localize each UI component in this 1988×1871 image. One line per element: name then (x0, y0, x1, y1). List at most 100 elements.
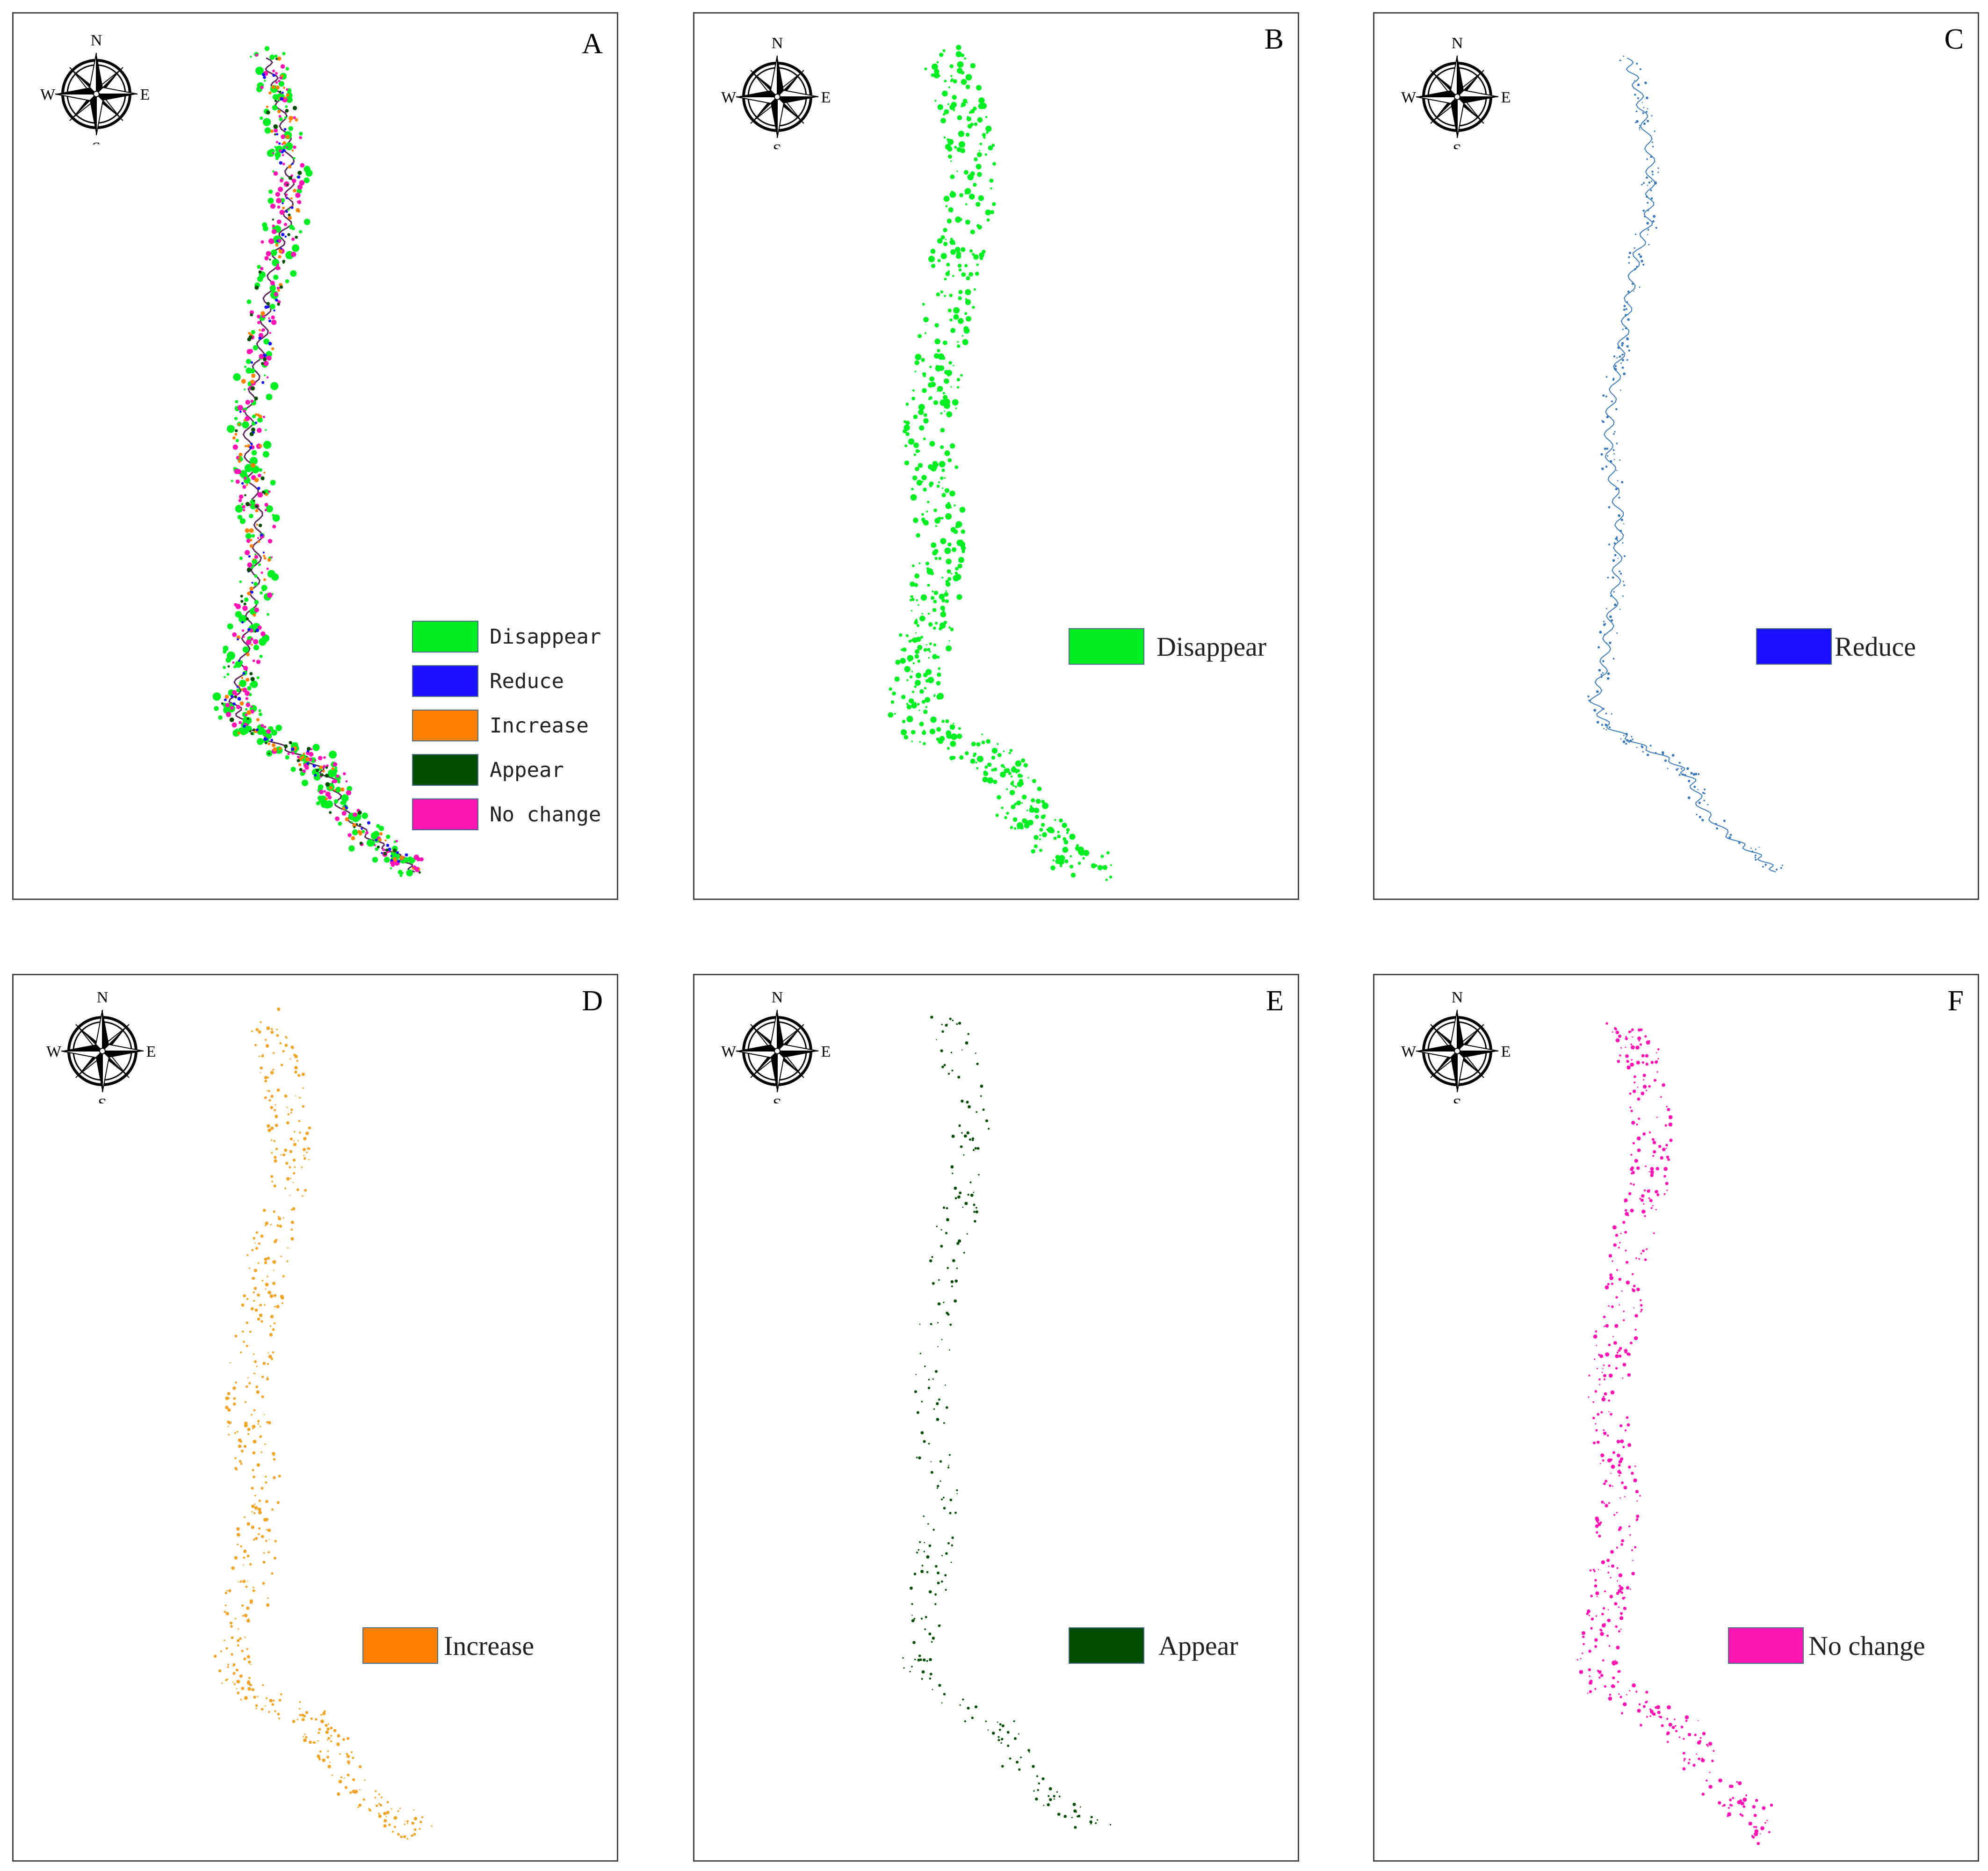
map-patch (240, 600, 244, 603)
map-patch (1612, 1031, 1613, 1033)
map-patch (301, 1166, 303, 1168)
map-patch (936, 365, 938, 367)
map-patch (911, 740, 913, 742)
map-patch (271, 1572, 274, 1575)
map-patch (1082, 857, 1085, 860)
map-patch (1642, 1132, 1646, 1136)
compass-s: S (92, 139, 101, 145)
map-patch (1603, 623, 1606, 626)
map-patch (246, 1298, 249, 1300)
map-patch (1001, 1724, 1005, 1727)
map-patch (937, 1571, 940, 1574)
map-patch (921, 1678, 923, 1680)
map-patch (943, 621, 947, 624)
map-patch (275, 192, 280, 197)
map-patch (295, 235, 298, 239)
map-patch (1736, 1781, 1738, 1783)
map-patch (253, 645, 260, 651)
map-patch (287, 753, 290, 755)
map-patch (333, 1729, 337, 1733)
map-patch (237, 515, 243, 520)
map-patch (251, 1249, 254, 1251)
map-patch (1013, 1737, 1017, 1740)
map-patch (279, 285, 283, 289)
map-patch (1650, 1060, 1654, 1064)
map-patch (293, 1053, 296, 1057)
map-patch (238, 1581, 239, 1583)
map-patch (930, 1471, 933, 1474)
map-patch (1642, 1249, 1645, 1253)
map-patch (255, 1028, 259, 1031)
map-patch (1639, 127, 1641, 129)
map-patch (397, 860, 400, 863)
map-patch (1647, 202, 1649, 204)
panel-letter: E (1266, 985, 1284, 1017)
map-patch (285, 1037, 288, 1039)
map-patch (224, 1639, 225, 1641)
map-patch (1623, 555, 1626, 558)
map-patch (1076, 844, 1079, 847)
map-patch (231, 1566, 235, 1570)
map-patch (1637, 1036, 1641, 1040)
map-patch (965, 203, 968, 206)
map-patch (244, 464, 253, 472)
map-patch (396, 851, 399, 854)
legend-item-reduce: Reduce (412, 665, 564, 697)
map-patch (946, 1207, 948, 1210)
map-patch (245, 399, 250, 405)
map-patch (1642, 1073, 1646, 1077)
map-patch (1620, 1457, 1624, 1461)
map-patch (932, 1637, 935, 1640)
map-patch (1056, 1791, 1058, 1793)
map-patch (335, 787, 341, 793)
map-patch (286, 93, 289, 97)
map-patch (299, 1701, 301, 1703)
map-patch (956, 1267, 958, 1269)
map-patch (303, 1157, 306, 1160)
map-patch (257, 417, 263, 423)
map-patch (1581, 1631, 1586, 1635)
compass-rose-icon: N S W E (721, 35, 831, 149)
map-patch (1594, 1645, 1598, 1648)
map-patch (1686, 767, 1689, 770)
map-patch (976, 152, 982, 157)
map-patch (246, 367, 252, 374)
map-patch (1655, 1209, 1657, 1211)
map-patch (1604, 1623, 1606, 1625)
map-patch (986, 210, 988, 212)
map-patch (1612, 576, 1614, 579)
map-patch (1627, 1373, 1631, 1377)
map-patch (1649, 1708, 1652, 1711)
legend-swatch (412, 621, 478, 653)
map-patch (1625, 1249, 1627, 1252)
map-patch (949, 490, 955, 497)
map-patch (249, 730, 252, 732)
map-patch (916, 624, 920, 627)
map-patch (947, 458, 952, 463)
map-patch (297, 184, 303, 190)
map-patch (927, 1523, 929, 1525)
map-patch (926, 1660, 928, 1662)
map-patch (246, 484, 248, 486)
map-patch (933, 600, 937, 603)
map-patch (261, 328, 265, 332)
map-patch (1762, 1806, 1766, 1810)
map-patch (1587, 1692, 1589, 1694)
map-patch (238, 423, 241, 426)
legend-label: Appear (490, 758, 564, 782)
map-patch (961, 335, 964, 337)
map-patch (229, 1621, 233, 1625)
map-patch (263, 118, 271, 126)
map-patch (326, 1755, 330, 1759)
map-patch (957, 68, 963, 74)
map-patch (273, 171, 278, 176)
map-patch (260, 724, 264, 727)
map-patch (238, 457, 241, 460)
map-patch (918, 409, 924, 415)
map-patch (911, 670, 913, 673)
map-patch (271, 85, 275, 89)
map-patch (938, 1684, 941, 1687)
map-patch (247, 1428, 251, 1431)
map-patch (1627, 1214, 1629, 1217)
map-patch (258, 1510, 262, 1515)
